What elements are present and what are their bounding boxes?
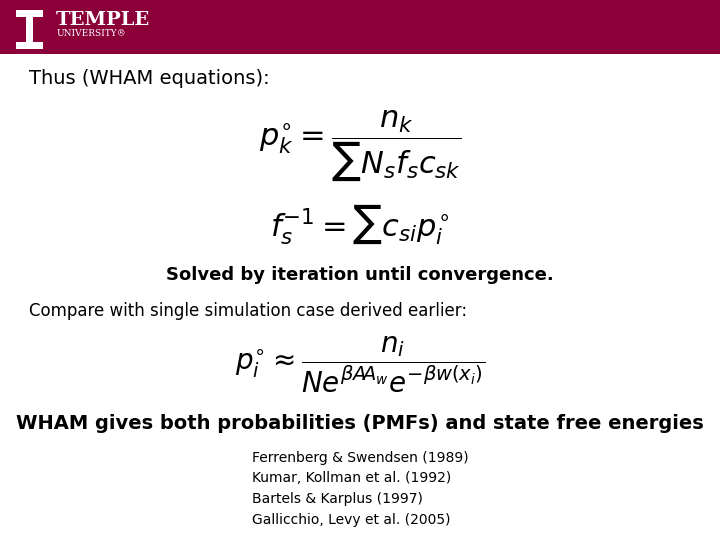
Text: Thus (WHAM equations):: Thus (WHAM equations): <box>29 69 269 88</box>
Text: WHAM gives both probabilities (PMFs) and state free energies: WHAM gives both probabilities (PMFs) and… <box>16 414 704 434</box>
Text: $p_k^{\circ} = \dfrac{n_k}{\sum N_s f_s c_{sk}}$: $p_k^{\circ} = \dfrac{n_k}{\sum N_s f_s … <box>259 109 461 183</box>
Text: $f_s^{-1} = \sum c_{si} p_i^{\circ}$: $f_s^{-1} = \sum c_{si} p_i^{\circ}$ <box>271 202 449 246</box>
Bar <box>16 10 43 17</box>
Text: TEMPLE: TEMPLE <box>56 11 150 29</box>
Text: $p_i^{\circ} \approx \dfrac{n_i}{N e^{\beta A\!A_w} e^{-\beta w(x_i)}}$: $p_i^{\circ} \approx \dfrac{n_i}{N e^{\b… <box>235 334 485 395</box>
Text: Solved by iteration until convergence.: Solved by iteration until convergence. <box>166 266 554 285</box>
Text: UNIVERSITY®: UNIVERSITY® <box>56 29 126 38</box>
Bar <box>0 0 720 54</box>
Text: Ferrenberg & Swendsen (1989)
Kumar, Kollman et al. (1992)
Bartels & Karplus (199: Ferrenberg & Swendsen (1989) Kumar, Koll… <box>252 451 468 526</box>
Bar <box>16 42 43 49</box>
Bar <box>26 17 34 42</box>
Text: Compare with single simulation case derived earlier:: Compare with single simulation case deri… <box>29 301 467 320</box>
